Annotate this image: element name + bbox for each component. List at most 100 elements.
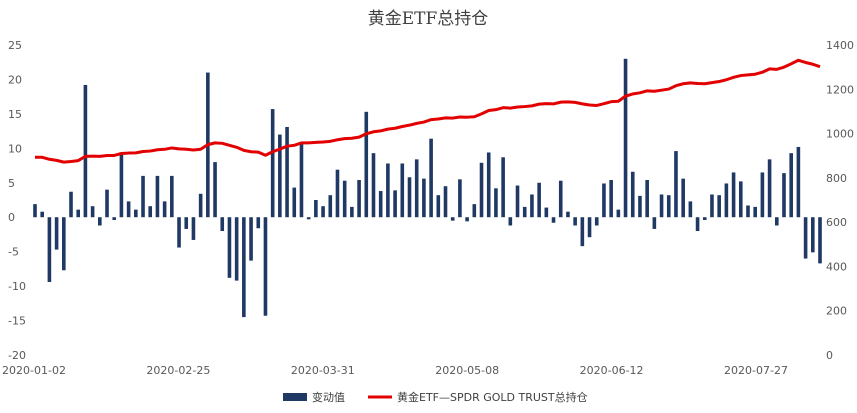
bar <box>530 194 534 218</box>
bar <box>407 177 412 218</box>
bar <box>652 217 657 229</box>
bar <box>515 185 520 218</box>
bar <box>342 180 347 218</box>
bar <box>782 173 786 218</box>
bar <box>724 183 729 218</box>
y-right-tick-label: 1200 <box>826 83 854 96</box>
legend-swatch-bar <box>283 393 307 401</box>
x-axis: 2020-01-02 2020-02-25 2020-03-31 2020-05-08… <box>2 364 788 377</box>
bar <box>292 187 297 218</box>
bar <box>738 181 743 218</box>
legend-label-bar: 变动值 <box>312 390 345 404</box>
bar <box>760 172 765 218</box>
bar <box>378 191 383 218</box>
bar <box>811 217 815 253</box>
y-right-tick-label: 200 <box>826 305 847 318</box>
bar <box>393 190 397 218</box>
bar <box>623 58 628 218</box>
bar <box>148 206 153 218</box>
y-axis-right: 0 200 400 600 800 1000 1200 1400 <box>826 39 854 362</box>
bar <box>566 211 570 218</box>
bar <box>710 194 714 218</box>
bar <box>429 138 433 218</box>
bar <box>69 191 73 218</box>
bar <box>458 179 462 218</box>
bar <box>630 171 635 218</box>
y-axis-left: -20 -15 -10 -5 0 5 10 15 20 25 <box>8 39 26 362</box>
bar <box>537 182 541 218</box>
bar <box>573 217 577 226</box>
bar <box>666 195 671 218</box>
bar <box>126 201 131 218</box>
bar <box>558 180 563 218</box>
y-left-tick-label: -5 <box>8 246 19 259</box>
bar <box>508 217 513 226</box>
bar <box>155 175 160 218</box>
bar <box>191 217 196 240</box>
bar <box>299 142 304 218</box>
bar <box>717 195 721 218</box>
y-left-tick-label: -10 <box>8 280 26 293</box>
bar <box>83 84 88 218</box>
bar <box>616 209 621 218</box>
bar <box>551 217 556 223</box>
bar <box>321 206 325 218</box>
bar <box>522 206 527 218</box>
bar <box>234 217 239 281</box>
bar <box>40 211 44 218</box>
bar <box>285 126 289 218</box>
legend-label-line: 黄金ETF—SPDR GOLD TRUST总持仓 <box>397 390 588 404</box>
bar <box>774 217 779 226</box>
bar <box>789 153 793 218</box>
bar <box>609 180 613 218</box>
bar <box>184 217 189 229</box>
bar <box>170 175 174 218</box>
bar <box>119 152 124 218</box>
bar <box>386 163 390 218</box>
y-left-tick-label: 25 <box>8 39 22 52</box>
bar <box>249 217 253 261</box>
bar <box>256 217 261 229</box>
bar <box>177 217 181 248</box>
y-left-tick-label: 20 <box>8 73 22 86</box>
bar <box>688 201 693 218</box>
bar <box>587 217 592 238</box>
bar <box>400 163 405 218</box>
bar <box>731 172 736 218</box>
bar <box>645 180 649 218</box>
bar <box>681 178 685 218</box>
bar <box>414 159 419 218</box>
bar <box>328 195 333 218</box>
bar <box>364 111 369 218</box>
bar <box>263 217 268 316</box>
line-series <box>35 58 821 164</box>
y-left-tick-label: 0 <box>8 211 15 224</box>
chart-title: 黄金ETF总持仓 <box>368 9 489 29</box>
bar <box>544 207 549 218</box>
bar <box>422 178 426 218</box>
bar <box>501 157 505 218</box>
bar-series <box>33 58 822 318</box>
bar <box>443 186 448 218</box>
y-left-tick-label: -20 <box>8 349 26 362</box>
bar <box>472 204 477 218</box>
bar <box>450 217 455 221</box>
bar <box>90 206 95 218</box>
bar <box>486 152 491 218</box>
bar <box>306 217 311 220</box>
bar <box>76 209 81 218</box>
bar <box>818 217 822 264</box>
x-tick-label: 2020-02-25 <box>146 364 210 377</box>
bar <box>350 206 354 218</box>
bar <box>674 151 678 218</box>
bar <box>371 153 376 218</box>
y-right-tick-label: 0 <box>826 349 833 362</box>
legend: 变动值 黄金ETF—SPDR GOLD TRUST总持仓 <box>283 390 588 404</box>
bar <box>702 217 707 220</box>
bar <box>436 195 441 218</box>
bar <box>494 188 498 218</box>
bar <box>141 175 145 218</box>
y-right-tick-label: 400 <box>826 260 847 273</box>
bar <box>47 217 52 282</box>
holdings-line <box>35 58 821 164</box>
